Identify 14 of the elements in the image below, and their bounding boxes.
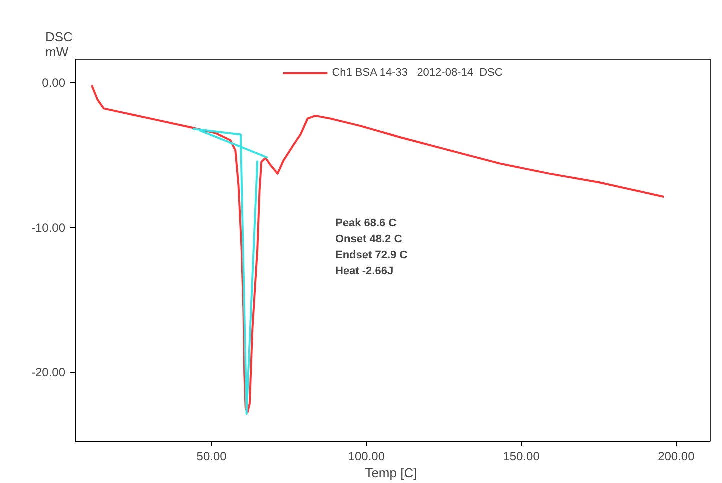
annotation: Endset 72.9 C <box>336 250 408 262</box>
x-tick-label: 50.00 <box>196 450 228 464</box>
annotation: Peak 68.6 C <box>336 218 397 230</box>
x-axis-title: Temp [C] <box>365 466 418 480</box>
y-tick-label: -10.00 <box>31 220 66 235</box>
annotation: Heat -2.66J <box>336 266 394 278</box>
y-tick-label: -20.00 <box>31 366 66 380</box>
x-tick-label: 200.00 <box>658 450 696 464</box>
annotation: Onset 48.2 C <box>336 234 402 246</box>
x-tick-label: 150.00 <box>503 450 540 464</box>
y-axis-title: DSC mW <box>46 30 73 60</box>
legend-label: Ch1 BSA 14-33 2012-08-14 DSC <box>332 67 503 79</box>
y-tick-label: 0.00 <box>42 76 66 90</box>
x-tick-label: 100.00 <box>348 450 386 464</box>
